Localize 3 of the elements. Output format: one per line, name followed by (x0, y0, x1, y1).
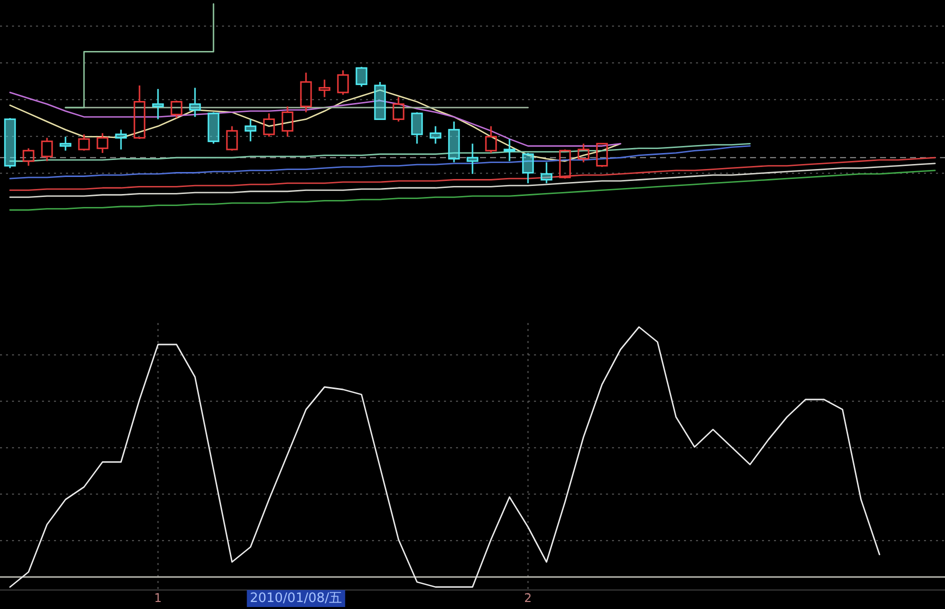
x-tick-label: 2 (524, 591, 532, 605)
x-tick-label: 1 (154, 591, 162, 605)
annotation: 2010/01/08/五 (246, 590, 346, 607)
